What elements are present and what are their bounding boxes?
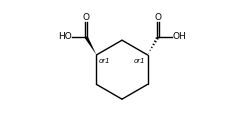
Text: O: O <box>82 13 90 22</box>
Polygon shape <box>85 36 96 55</box>
Text: HO: HO <box>58 32 71 41</box>
Text: or1: or1 <box>99 58 111 64</box>
Text: OH: OH <box>173 32 186 41</box>
Text: or1: or1 <box>133 58 145 64</box>
Text: O: O <box>154 13 162 22</box>
